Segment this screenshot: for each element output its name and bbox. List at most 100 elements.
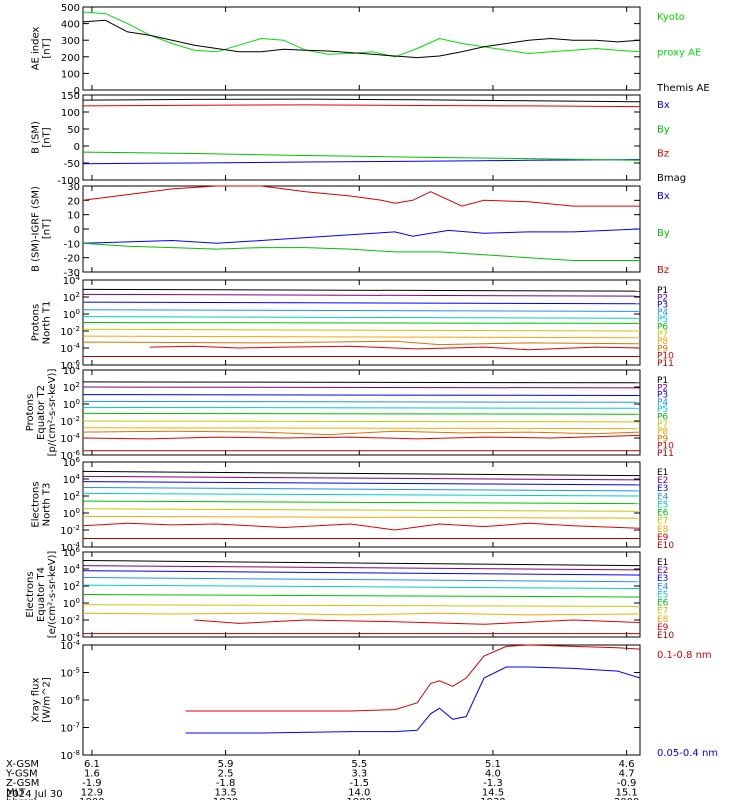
series-line-pe xyxy=(82,412,641,415)
legend-entry-bsm: Bz xyxy=(657,149,669,160)
series-line-ee xyxy=(82,604,641,607)
y-tick-label-pn: 100 xyxy=(63,308,80,321)
legend-entry-en: E8 xyxy=(657,525,669,535)
series-line-xray xyxy=(185,644,641,712)
y-axis-label-xray: [W/m^2] xyxy=(42,677,53,723)
y-axis-label-xray: Xray flux xyxy=(31,678,42,723)
series-line-ee xyxy=(194,619,641,625)
y-axis-label-bsm: B (SM) xyxy=(31,121,42,154)
legend-entry-pe: P1 xyxy=(657,376,668,386)
legend-entry-en: E4 xyxy=(657,492,669,502)
series-line-pe xyxy=(82,430,641,436)
y-tick-label-ae: 300 xyxy=(61,36,80,47)
legend-entry-en: E3 xyxy=(657,484,668,494)
series-line-ee xyxy=(82,584,641,589)
legend-entry-pn: P6 xyxy=(657,323,668,333)
footer-value: 15.1 xyxy=(615,788,637,799)
y-tick-label-ee: 104 xyxy=(63,563,81,576)
y-tick-label-en: 10-2 xyxy=(60,524,80,537)
footer-value: 4.7 xyxy=(619,769,635,780)
series-line-en xyxy=(82,470,641,477)
y-axis-label-bsm: [nT] xyxy=(42,127,53,147)
footer-value: -1.5 xyxy=(350,778,370,789)
series-line-pe xyxy=(82,394,641,396)
y-tick-label-bsm: 100 xyxy=(61,108,80,119)
legend-entry-pe: P2 xyxy=(657,383,668,393)
series-line-en xyxy=(82,522,641,531)
footer-value: 1930 xyxy=(480,797,505,800)
y-tick-label-xray: 10-5 xyxy=(60,667,80,680)
panel-frame-bsm xyxy=(82,94,641,181)
y-axis-label-ae: AE index xyxy=(31,27,42,71)
series-line-bigrf xyxy=(82,228,641,244)
series-line-en xyxy=(82,500,641,505)
legend-entry-pn: P4 xyxy=(657,308,668,318)
legend-entry-xray: 0.1-0.8 nm xyxy=(657,650,712,661)
series-line-bsm xyxy=(82,151,641,161)
series-line-bsm xyxy=(82,159,641,165)
y-tick-label-ee: 10-2 xyxy=(60,614,80,627)
legend-entry-pe: P7 xyxy=(657,420,668,430)
series-line-ee xyxy=(82,612,641,616)
footer-value: 13.5 xyxy=(214,788,236,799)
series-line-bsm xyxy=(82,98,641,103)
legend-entry-xray: 0.05-0.4 nm xyxy=(657,748,718,759)
y-tick-label-bigrf: 0 xyxy=(74,225,80,236)
y-tick-label-pn: 102 xyxy=(63,291,80,304)
series-line-en xyxy=(82,492,641,497)
footer-value: 1.6 xyxy=(84,769,100,780)
legend-entry-ee: E3 xyxy=(657,574,668,584)
series-line-pe xyxy=(82,406,641,409)
legend-entry-ee: E7 xyxy=(657,607,668,617)
series-line-pn xyxy=(82,293,641,297)
y-tick-label-xray: 10-4 xyxy=(60,639,80,652)
y-tick-label-ae: 100 xyxy=(61,69,80,80)
y-tick-label-xray: 10-8 xyxy=(60,749,80,762)
legend-entry-ee: E9 xyxy=(657,623,669,633)
series-line-ee xyxy=(82,565,641,571)
y-axis-label-bigrf: B (SM)-IGRF (SM) xyxy=(31,186,42,272)
legend-entry-bigrf: Bx xyxy=(657,191,670,202)
footer-value: 4.0 xyxy=(485,769,501,780)
series-line-ee xyxy=(82,570,641,576)
legend-entry-pn: P3 xyxy=(657,301,668,311)
legend-entry-en: E5 xyxy=(657,500,668,510)
legend-entry-en: E10 xyxy=(657,541,674,551)
legend-entry-pn: P7 xyxy=(657,330,668,340)
y-tick-label-en: 10-4 xyxy=(60,541,80,554)
y-tick-label-bigrf: 10 xyxy=(67,211,80,222)
footer-value: 5.9 xyxy=(218,759,234,770)
series-line-pn xyxy=(82,288,641,292)
series-line-en xyxy=(82,475,641,481)
legend-entry-bsm: By xyxy=(657,124,670,135)
series-line-ee xyxy=(82,560,641,567)
legend-entry-pn: P2 xyxy=(657,293,668,303)
footer-value: 6.1 xyxy=(84,759,100,770)
y-tick-label-pn: 10-4 xyxy=(60,342,80,355)
y-tick-label-pn: 104 xyxy=(63,274,81,287)
series-line-pn xyxy=(82,309,641,312)
y-tick-label-bigrf: 20 xyxy=(67,196,80,207)
series-line-ae xyxy=(82,11,641,58)
legend-entry-pn: P10 xyxy=(657,352,674,362)
legend-entry-en: E1 xyxy=(657,468,668,478)
legend-entry-ee: E10 xyxy=(657,631,674,641)
y-tick-label-pn: 10-6 xyxy=(60,359,80,372)
series-line-ee xyxy=(82,577,641,583)
legend-entry-pn: P1 xyxy=(657,286,668,296)
y-tick-label-bsm: 50 xyxy=(67,125,80,136)
y-tick-label-bsm: 150 xyxy=(61,91,80,102)
legend-entry-ee: E2 xyxy=(657,566,668,576)
y-tick-label-ee: 10-4 xyxy=(60,631,80,644)
series-line-en xyxy=(82,487,641,492)
series-line-pn xyxy=(82,340,641,346)
y-axis-label-ee: [e/(cm²-s-sr-keV)] xyxy=(47,551,58,639)
series-line-pe xyxy=(82,381,641,384)
footer-value: -1.9 xyxy=(82,778,102,789)
y-tick-label-ae: 500 xyxy=(61,3,80,14)
footer-value: 14.0 xyxy=(348,788,370,799)
legend-entry-en: E2 xyxy=(657,476,668,486)
legend-entry-ae: Themis AE xyxy=(656,83,710,94)
series-line-en xyxy=(82,508,641,512)
footer-row-label: hhmm xyxy=(6,797,38,800)
